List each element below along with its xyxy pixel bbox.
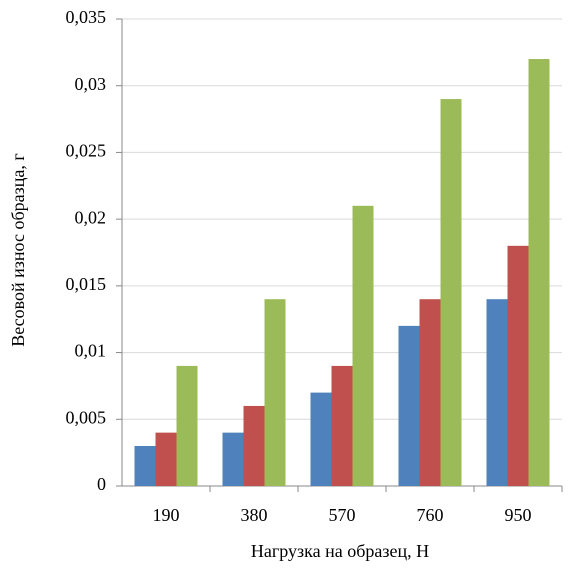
x-tick-label: 380 [241,505,268,525]
bar [134,445,156,486]
x-tick-label: 190 [153,505,180,525]
bar [155,432,177,486]
bar [243,405,265,486]
bar [486,299,508,486]
bar [528,59,550,487]
bar [264,299,286,486]
bar [507,245,529,486]
y-tick-label: 0,01 [75,341,107,361]
bar [419,299,441,486]
x-tick-label: 570 [329,505,356,525]
y-tick-label: 0,02 [75,207,107,227]
x-tick-label: 760 [417,505,444,525]
bar [222,432,244,486]
bar [176,365,198,486]
x-axis-label: Нагрузка на образец, Н [251,541,429,561]
y-tick-label: 0,035 [66,7,107,27]
y-axis-label: Весовой износ образца, г [8,153,28,347]
bar [440,99,462,487]
bar [310,392,332,486]
y-tick-label: 0,025 [66,141,107,161]
y-tick-label: 0 [97,474,106,494]
bar [352,205,374,487]
y-tick-label: 0,005 [66,407,107,427]
y-tick-label: 0,03 [75,74,107,94]
y-tick-label: 0,015 [66,274,107,294]
x-tick-label: 950 [505,505,532,525]
bar [331,365,353,486]
bar [398,325,420,486]
